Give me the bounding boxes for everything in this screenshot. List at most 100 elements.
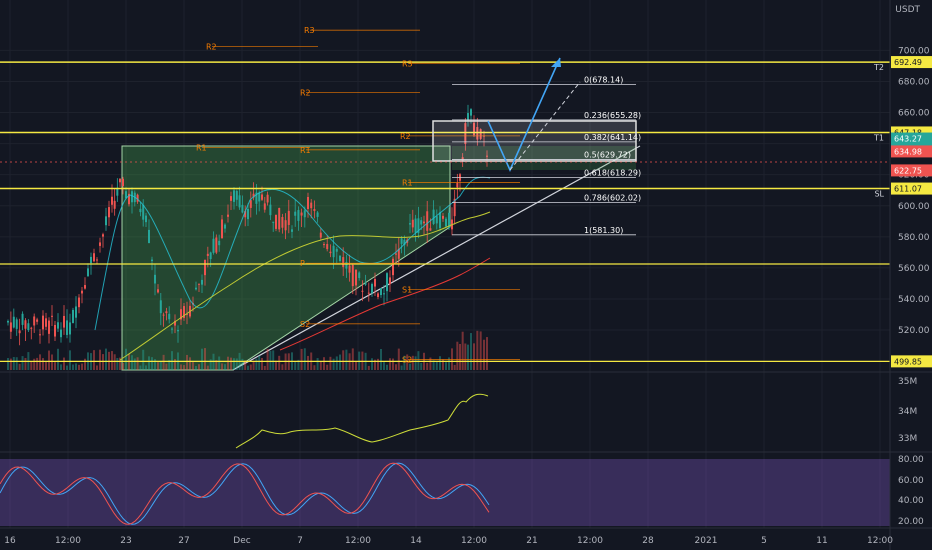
candle-body [389, 277, 391, 285]
volume-bar [483, 339, 485, 370]
volume-bar [145, 365, 147, 370]
fib-label: 0.382(641.14) [584, 133, 641, 142]
candle-body [215, 237, 218, 253]
candle-body [297, 210, 300, 221]
candle-body [128, 193, 130, 205]
candle-body [233, 190, 235, 202]
ema-mid-line [119, 211, 491, 361]
volume-bar [406, 354, 409, 370]
candle-body [9, 322, 12, 332]
candle-body [377, 293, 379, 298]
volume-bar [33, 358, 36, 370]
candle-body [81, 290, 83, 294]
candle-body [339, 255, 341, 261]
volume-bar [15, 357, 18, 370]
price-badge-text: 499.85 [894, 357, 922, 366]
volume-bar [180, 364, 182, 370]
volume-bar [235, 358, 238, 370]
volume-bar [21, 356, 24, 370]
candle-body [364, 283, 367, 285]
stoch-rsi-band [0, 459, 890, 526]
volume-bar [159, 361, 162, 370]
candle-body [249, 200, 252, 208]
volume-bar [157, 362, 159, 370]
volume-bar [252, 360, 255, 370]
stoch-line [0, 462, 490, 525]
candle-body [470, 109, 472, 116]
candle-body [154, 274, 156, 284]
candle-body [435, 216, 438, 224]
candle-body [230, 196, 232, 201]
volume-bar [272, 350, 275, 370]
volume-bar [316, 358, 319, 370]
volume-bar [439, 356, 441, 370]
time-axis[interactable]: 16 12:00 23 27 Dec 7 12:00 14 12:00 21 12:00 28 2021… [4, 536, 893, 546]
candle-body [27, 323, 30, 331]
time-tick-label: 7 [297, 536, 303, 546]
pivot-label: R3 [304, 26, 315, 35]
candle-body [111, 196, 113, 205]
volume-bar [174, 359, 176, 370]
candle-body [374, 278, 376, 287]
candle-body [21, 313, 24, 325]
candle-body [183, 306, 185, 318]
volume-bar [300, 348, 303, 370]
volume-bar [432, 360, 435, 370]
candle-body [313, 209, 316, 211]
volume-bar [221, 363, 223, 370]
candle-body [355, 269, 357, 286]
volume-bar [227, 356, 229, 370]
volume-bar [36, 357, 39, 370]
volume-bar [131, 355, 133, 370]
volume-bar [473, 343, 475, 370]
candle-body [119, 178, 121, 183]
price-tick-label: 600.00 [898, 202, 930, 212]
level-label: T1 [873, 133, 884, 142]
candle-body [116, 187, 119, 196]
candle-body [125, 191, 127, 199]
candle-body [96, 259, 98, 261]
volume-bar [453, 364, 456, 370]
candle-body [145, 215, 147, 223]
volume-bar [48, 350, 50, 370]
volume-bar [420, 362, 423, 370]
time-tick-label: 12:00 [577, 536, 603, 546]
candle-body [397, 248, 400, 259]
candle-body [224, 224, 226, 229]
time-tick-label: 28 [642, 536, 654, 546]
candle-body [75, 306, 77, 318]
candle-body [266, 194, 269, 203]
price-badge-text: 643.27 [894, 135, 922, 144]
candle-body [148, 229, 150, 243]
candle-body [87, 268, 89, 277]
volume-bar [275, 360, 277, 370]
volume-bar [7, 358, 9, 370]
candle-body [72, 309, 74, 323]
volume-bar [54, 362, 56, 370]
fib-label: 0.5(629.72) [584, 151, 631, 160]
candle-body [316, 212, 319, 217]
candle-body [177, 330, 179, 332]
candle-body [244, 211, 247, 218]
consolidation-box[interactable] [432, 120, 637, 162]
volume-bar [51, 354, 53, 370]
candle-body [209, 252, 212, 260]
volume-bar [411, 355, 414, 370]
volume-bar [171, 351, 173, 370]
pivot-label: R2 [206, 43, 217, 52]
candle-body [461, 157, 464, 161]
time-tick-label: 12:00 [345, 536, 371, 546]
candle-body [39, 334, 41, 336]
volume-bar [63, 357, 65, 370]
candle-body [456, 182, 459, 188]
obv-tick-label: 34M [898, 407, 917, 417]
candle-body [371, 283, 373, 293]
candle-body [227, 214, 229, 217]
candle-body [429, 228, 432, 231]
volume-bar [400, 365, 403, 370]
volume-bar [18, 363, 21, 370]
pivot-label: S1 [402, 286, 412, 295]
candle-body [63, 315, 65, 328]
candle-body [345, 261, 348, 269]
